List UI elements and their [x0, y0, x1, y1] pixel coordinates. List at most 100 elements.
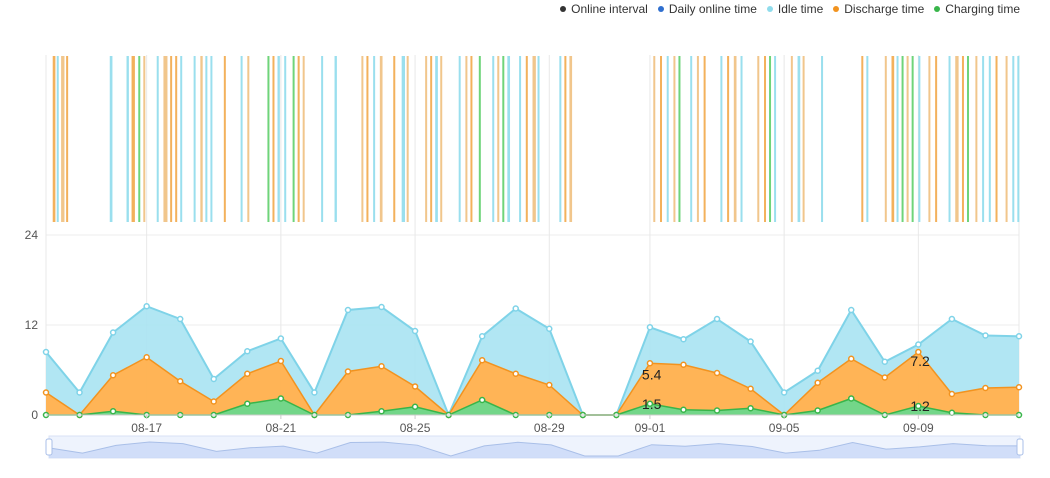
discharge-time-point — [680, 361, 687, 368]
online-interval-bar — [435, 56, 438, 222]
discharge-time-point — [1015, 384, 1023, 391]
idle-time-point — [948, 315, 956, 323]
x-tick-label: 08-25 — [400, 421, 431, 435]
online-interval-bar — [703, 56, 706, 222]
online-interval-bar — [175, 56, 178, 222]
online-interval-bar — [519, 56, 522, 222]
online-interval-bar — [659, 56, 663, 222]
areas — [45, 305, 1020, 418]
idle-time-point — [915, 341, 922, 348]
legend-item-daily-online-time[interactable]: Daily online time — [657, 2, 757, 16]
online-interval-bar — [1017, 56, 1020, 222]
idle-time-point — [311, 389, 318, 396]
charging-time-point — [411, 403, 419, 410]
idle-time-point — [411, 327, 419, 335]
y-tick-label: 0 — [31, 408, 38, 422]
idle-time-point — [277, 335, 285, 342]
online-interval-bar — [569, 56, 573, 222]
online-interval-bar — [696, 56, 699, 222]
online-interval-bar — [361, 56, 364, 222]
discharge-time-point — [277, 357, 285, 365]
discharge-time-point — [814, 379, 821, 386]
data-zoom-handle-right[interactable] — [1016, 438, 1024, 456]
data-zoom-preview-line — [48, 441, 1021, 457]
charging-time-point — [378, 408, 385, 415]
discharge-time-point — [881, 374, 889, 381]
online-interval-bar — [537, 56, 540, 222]
online-interval-bar — [170, 56, 173, 222]
legend-item-charging-time[interactable]: Charging time — [934, 2, 1020, 16]
x-tick-label: 08-21 — [266, 421, 297, 435]
online-interval-bar — [653, 56, 656, 222]
discharge-time-point — [713, 369, 721, 377]
x-tick-label: 08-17 — [131, 421, 162, 435]
discharge-time-point — [344, 368, 352, 375]
online-interval-bar — [918, 56, 921, 222]
x-tick-label: 09-01 — [635, 421, 666, 435]
legend-item-online-interval[interactable]: Online interval — [560, 2, 648, 16]
online-interval-bar — [790, 56, 793, 222]
online-interval-bar — [497, 56, 500, 222]
idle-time-point — [478, 333, 486, 340]
discharge-time-point — [176, 378, 184, 385]
online-interval-bar — [126, 56, 129, 222]
online-interval-bar — [861, 56, 864, 222]
online-interval-bar — [440, 56, 443, 222]
legend-item-discharge-time[interactable]: Discharge time — [833, 2, 924, 16]
online-interval-bar — [988, 56, 991, 222]
online-interval-bar — [52, 56, 56, 222]
data-zoom-slider[interactable] — [45, 435, 1024, 459]
charging-time-point — [915, 402, 922, 410]
online-interval-bar — [465, 56, 468, 222]
online-interval-bar — [774, 56, 777, 222]
discharge-time-point — [546, 381, 553, 389]
data-label: 7.2 — [910, 353, 930, 369]
idle-time-point — [546, 325, 553, 332]
idle-time-area — [46, 306, 1019, 415]
online-interval-bar — [757, 56, 760, 222]
online-interval-bar — [884, 56, 887, 222]
online-interval-bar — [928, 56, 931, 222]
legend-item-idle-time[interactable]: Idle time — [766, 2, 823, 16]
discharge-time-point — [847, 355, 855, 362]
legend: Online interval Daily online time Idle tim… — [560, 2, 1020, 16]
online-interval-bar — [666, 56, 669, 222]
online-interval-bar — [764, 56, 767, 222]
online-interval-bar — [458, 56, 461, 222]
charging-time-point — [277, 395, 285, 402]
online-interval-bar — [525, 56, 528, 222]
charging-time-area — [46, 398, 1019, 415]
idle-time-point — [847, 306, 855, 314]
online-interval-bar — [507, 56, 511, 222]
data-zoom-handle-left[interactable] — [45, 438, 53, 456]
legend-dot-icon — [560, 6, 567, 12]
idle-time-point — [881, 358, 889, 365]
legend-label: Online interval — [571, 2, 648, 16]
legend-dot-icon — [934, 6, 941, 12]
x-tick-label: 08-29 — [534, 421, 565, 435]
legend-dot-icon — [833, 6, 840, 12]
data-label: 1.5 — [642, 396, 662, 412]
charging-time-point — [747, 405, 754, 412]
charging-time-point — [244, 400, 251, 407]
legend-label: Daily online time — [668, 2, 757, 16]
online-interval-bar — [406, 56, 409, 222]
online-interval-bar — [866, 56, 869, 222]
legend-dot-icon — [766, 6, 773, 12]
online-interval-bar — [906, 56, 909, 222]
idle-time-line — [45, 305, 1020, 418]
online-interval-bar — [138, 56, 141, 222]
online-interval-bar — [277, 56, 280, 222]
legend-label: Charging time — [945, 2, 1020, 16]
discharge-time-area — [46, 352, 1019, 415]
idle-time-point — [780, 389, 788, 396]
online-interval-bar — [470, 56, 473, 222]
idle-time-point — [176, 315, 184, 323]
discharge-time-point — [915, 348, 922, 356]
data-label: 1.2 — [910, 398, 930, 414]
online-interval-bar — [901, 56, 904, 222]
online-interval-bar — [478, 56, 481, 222]
online-interval-bar — [961, 56, 964, 222]
x-tick-label: 09-09 — [903, 421, 934, 435]
